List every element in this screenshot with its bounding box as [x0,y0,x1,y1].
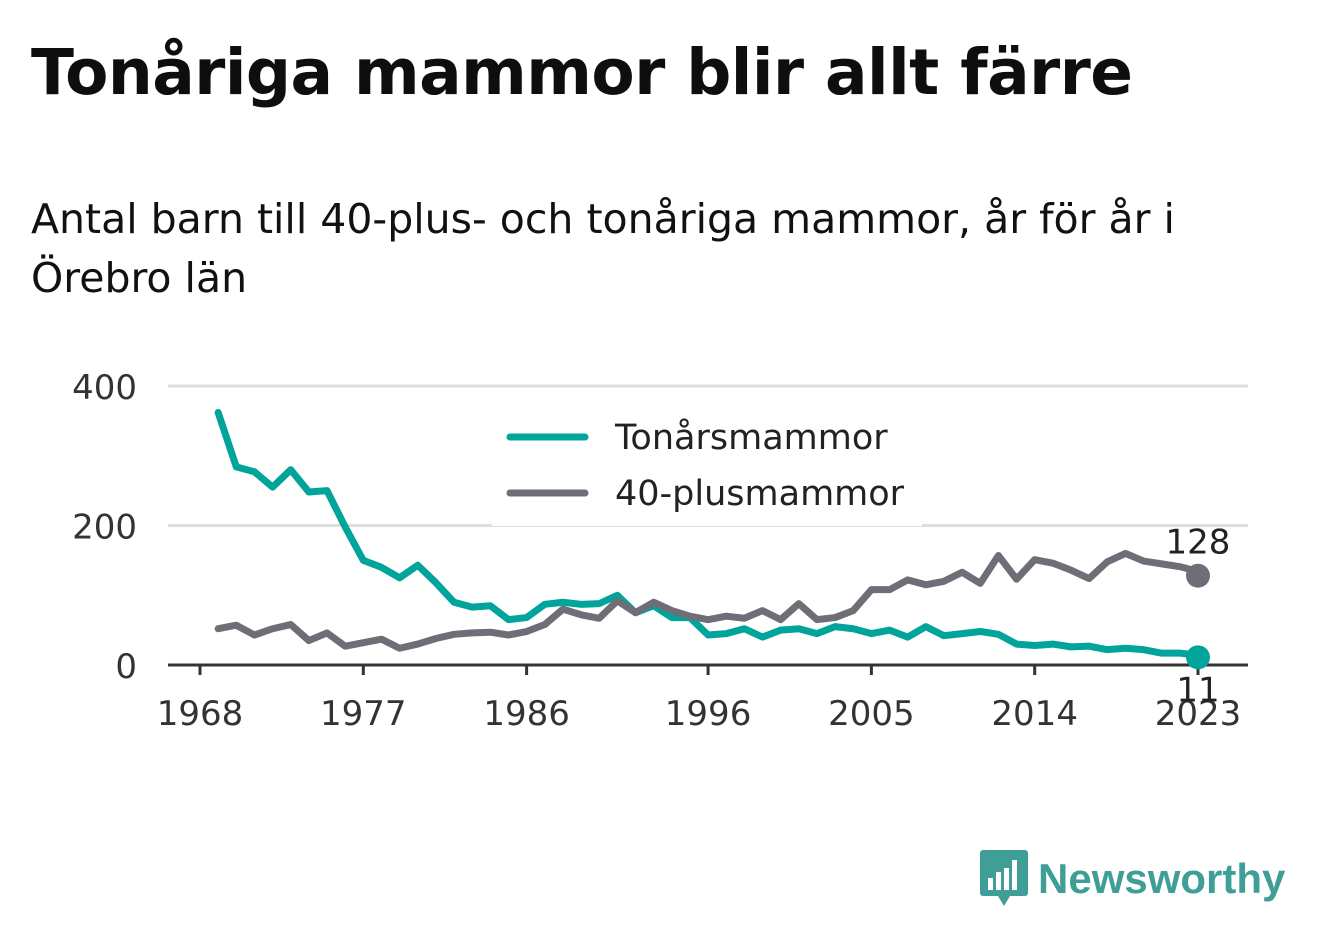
series-end-label: 128 [1166,523,1231,563]
x-tick-label: 2023 [1155,694,1242,734]
chart-title: Tonåriga mammor blir allt färre [31,36,1133,109]
series-end-label: 11 [1176,670,1219,710]
legend-label: 40-plusmammor [615,474,905,514]
y-tick-label: 0 [115,647,137,687]
brand-name: Newsworthy [1038,855,1286,902]
legend: Tonårsmammor 40-plusmammor [492,408,922,526]
y-axis-ticks: 0 200 400 [72,368,137,687]
series-line-40-plusmammor [214,549,1202,652]
y-tick-label: 400 [72,368,137,408]
x-tick-label: 1968 [157,694,244,734]
series-lines [214,409,1210,670]
x-axis-ticks: 1968 1977 1986 1996 2005 2014 2023 [157,663,1248,734]
newsworthy-brand: Newsworthy [980,850,1285,908]
x-tick-label: 1996 [665,694,752,734]
end-labels: 11 128 [1166,523,1231,711]
x-tick-label: 2014 [991,694,1078,734]
series-end-point [1186,563,1210,588]
series-line-tonarsmammor [214,409,1202,659]
newsworthy-logo-icon [980,850,1028,906]
x-tick-label: 1986 [483,694,570,734]
chart-subtitle: Antal barn till 40-plus- och tonåriga ma… [31,195,1175,302]
x-tick-label: 1977 [320,694,407,734]
legend-label: Tonårsmammor [614,417,888,458]
y-tick-label: 200 [72,508,137,548]
x-tick-label: 2005 [828,694,915,734]
series-end-point [1186,645,1210,670]
legend-background [492,408,922,526]
